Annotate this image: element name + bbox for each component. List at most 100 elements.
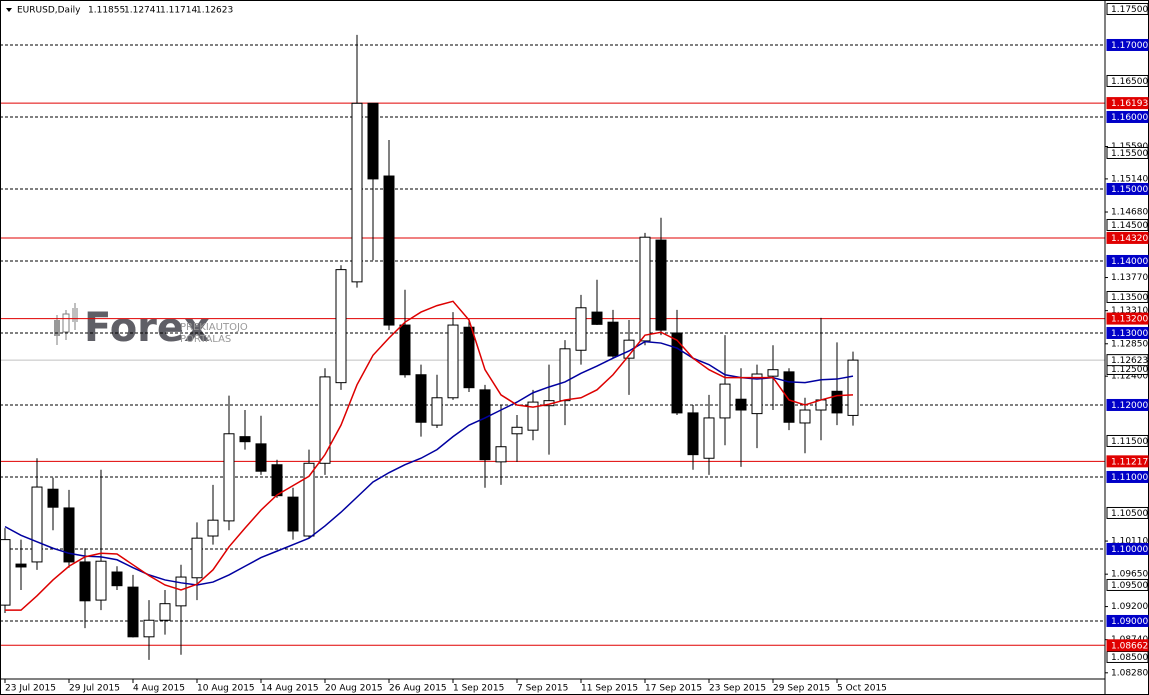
- moving-average-line: [5, 300, 854, 611]
- round-level-box: [1106, 542, 1149, 555]
- candle-body: [511, 426, 523, 435]
- candle-body: [527, 401, 539, 431]
- key-level-label: 1.13200: [1111, 315, 1148, 325]
- candle-body: [767, 369, 779, 377]
- candle-body: [191, 537, 203, 579]
- round-level-box: [1106, 398, 1149, 411]
- round-level-label: 1.14000: [1111, 257, 1148, 267]
- candle-body: [719, 383, 731, 419]
- half-level-box: [1106, 506, 1149, 519]
- candle-body: [783, 371, 795, 423]
- x-tick-label: 23 Sep 2015: [709, 684, 766, 694]
- half-level-label: 1.09500: [1111, 581, 1148, 591]
- round-level-label: 1.13000: [1111, 329, 1148, 339]
- candle-body: [0, 539, 11, 606]
- last-price-label: 1.12623: [1111, 356, 1148, 366]
- x-tick-label: 29 Jul 2015: [69, 684, 120, 694]
- x-tick-label: 26 Aug 2015: [389, 684, 447, 694]
- candle-body: [463, 326, 475, 389]
- y-tick-label: 1.13310: [1111, 306, 1148, 316]
- candle-body: [63, 507, 75, 563]
- half-level-label: 1.11500: [1111, 437, 1148, 447]
- candle-body: [575, 307, 587, 351]
- round-level-label: 1.11000: [1111, 473, 1148, 483]
- chart-symbol: EURUSD,Daily: [17, 6, 81, 16]
- half-level-label: 1.10500: [1111, 509, 1148, 519]
- round-level-box: [1106, 110, 1149, 123]
- candle-body: [495, 446, 507, 463]
- key-level-label: 1.08662: [1111, 641, 1148, 651]
- x-tick-label: 29 Sep 2015: [773, 684, 830, 694]
- x-tick-label: 11 Sep 2015: [581, 684, 638, 694]
- candle-body: [735, 398, 747, 411]
- key-level-box: [1106, 231, 1149, 244]
- candle-body: [607, 321, 619, 357]
- candle-body: [639, 236, 651, 342]
- candle-body: [111, 571, 123, 587]
- candle-body: [559, 348, 571, 402]
- half-level-label: 1.16500: [1111, 77, 1148, 87]
- half-level-label: 1.15500: [1111, 149, 1148, 159]
- y-tick-label: 1.09200: [1111, 602, 1148, 612]
- candle-body: [831, 390, 843, 414]
- y-tick-label: 1.12850: [1111, 339, 1148, 349]
- key-level-box: [1106, 97, 1149, 110]
- key-level-label: 1.14320: [1111, 234, 1148, 244]
- candle-body: [303, 462, 315, 537]
- candle-body: [431, 397, 443, 426]
- y-tick-label: 1.08280: [1111, 668, 1148, 678]
- half-level-box: [1106, 74, 1149, 87]
- y-tick-label: 1.10110: [1111, 537, 1148, 547]
- watermark-text: PORTALAS: [180, 334, 231, 345]
- candle-body: [415, 374, 427, 423]
- half-level-box: [1106, 650, 1149, 663]
- half-level-label: 1.12500: [1111, 365, 1148, 375]
- half-level-label: 1.14500: [1111, 221, 1148, 231]
- candle-body: [175, 576, 187, 607]
- candle-body: [351, 102, 363, 283]
- candle-body: [335, 269, 347, 384]
- ohlc-open: 1.11855: [88, 6, 125, 16]
- round-level-box: [1106, 182, 1149, 195]
- candle-body: [447, 324, 459, 399]
- ohlc-high: 1.12741: [124, 6, 161, 16]
- y-tick-label: 1.14680: [1111, 208, 1148, 218]
- watermark-brand: Forex: [84, 305, 210, 351]
- candle-body: [255, 443, 267, 472]
- candle-body: [671, 332, 683, 414]
- x-tick-label: 4 Aug 2015: [133, 684, 185, 694]
- half-level-box: [1106, 146, 1149, 159]
- half-level-box: [1106, 290, 1149, 303]
- round-level-label: 1.15000: [1111, 185, 1148, 195]
- x-tick-label: 20 Aug 2015: [325, 684, 383, 694]
- candle-body: [799, 409, 811, 424]
- candle-body: [751, 373, 763, 415]
- candle-body: [703, 417, 715, 459]
- y-tick-label: 1.12400: [1111, 372, 1148, 382]
- x-tick-label: 5 Oct 2015: [837, 684, 887, 694]
- candle-body: [79, 561, 91, 602]
- round-level-box: [1106, 470, 1149, 483]
- candle-body: [399, 324, 411, 376]
- key-level-box: [1106, 455, 1149, 468]
- candle-body: [159, 603, 171, 621]
- menu-arrow[interactable]: [6, 8, 12, 12]
- round-level-label: 1.12000: [1111, 401, 1148, 411]
- x-tick-label: 7 Sep 2015: [517, 684, 568, 694]
- key-level-label: 1.11217: [1111, 457, 1148, 467]
- round-level-box: [1106, 38, 1149, 51]
- candle-body: [271, 464, 283, 497]
- candle-body: [127, 586, 139, 638]
- half-level-box: [1106, 218, 1149, 231]
- round-level-box: [1106, 614, 1149, 627]
- last-price-box: [1106, 354, 1149, 367]
- candle-body: [367, 102, 379, 180]
- watermark-icon: [54, 320, 60, 336]
- key-level-label: 1.16193: [1111, 99, 1148, 109]
- x-tick-label: 17 Sep 2015: [645, 684, 702, 694]
- x-tick-label: 1 Sep 2015: [453, 684, 504, 694]
- round-level-label: 1.09000: [1111, 617, 1148, 627]
- y-tick-label: 1.13770: [1111, 273, 1148, 283]
